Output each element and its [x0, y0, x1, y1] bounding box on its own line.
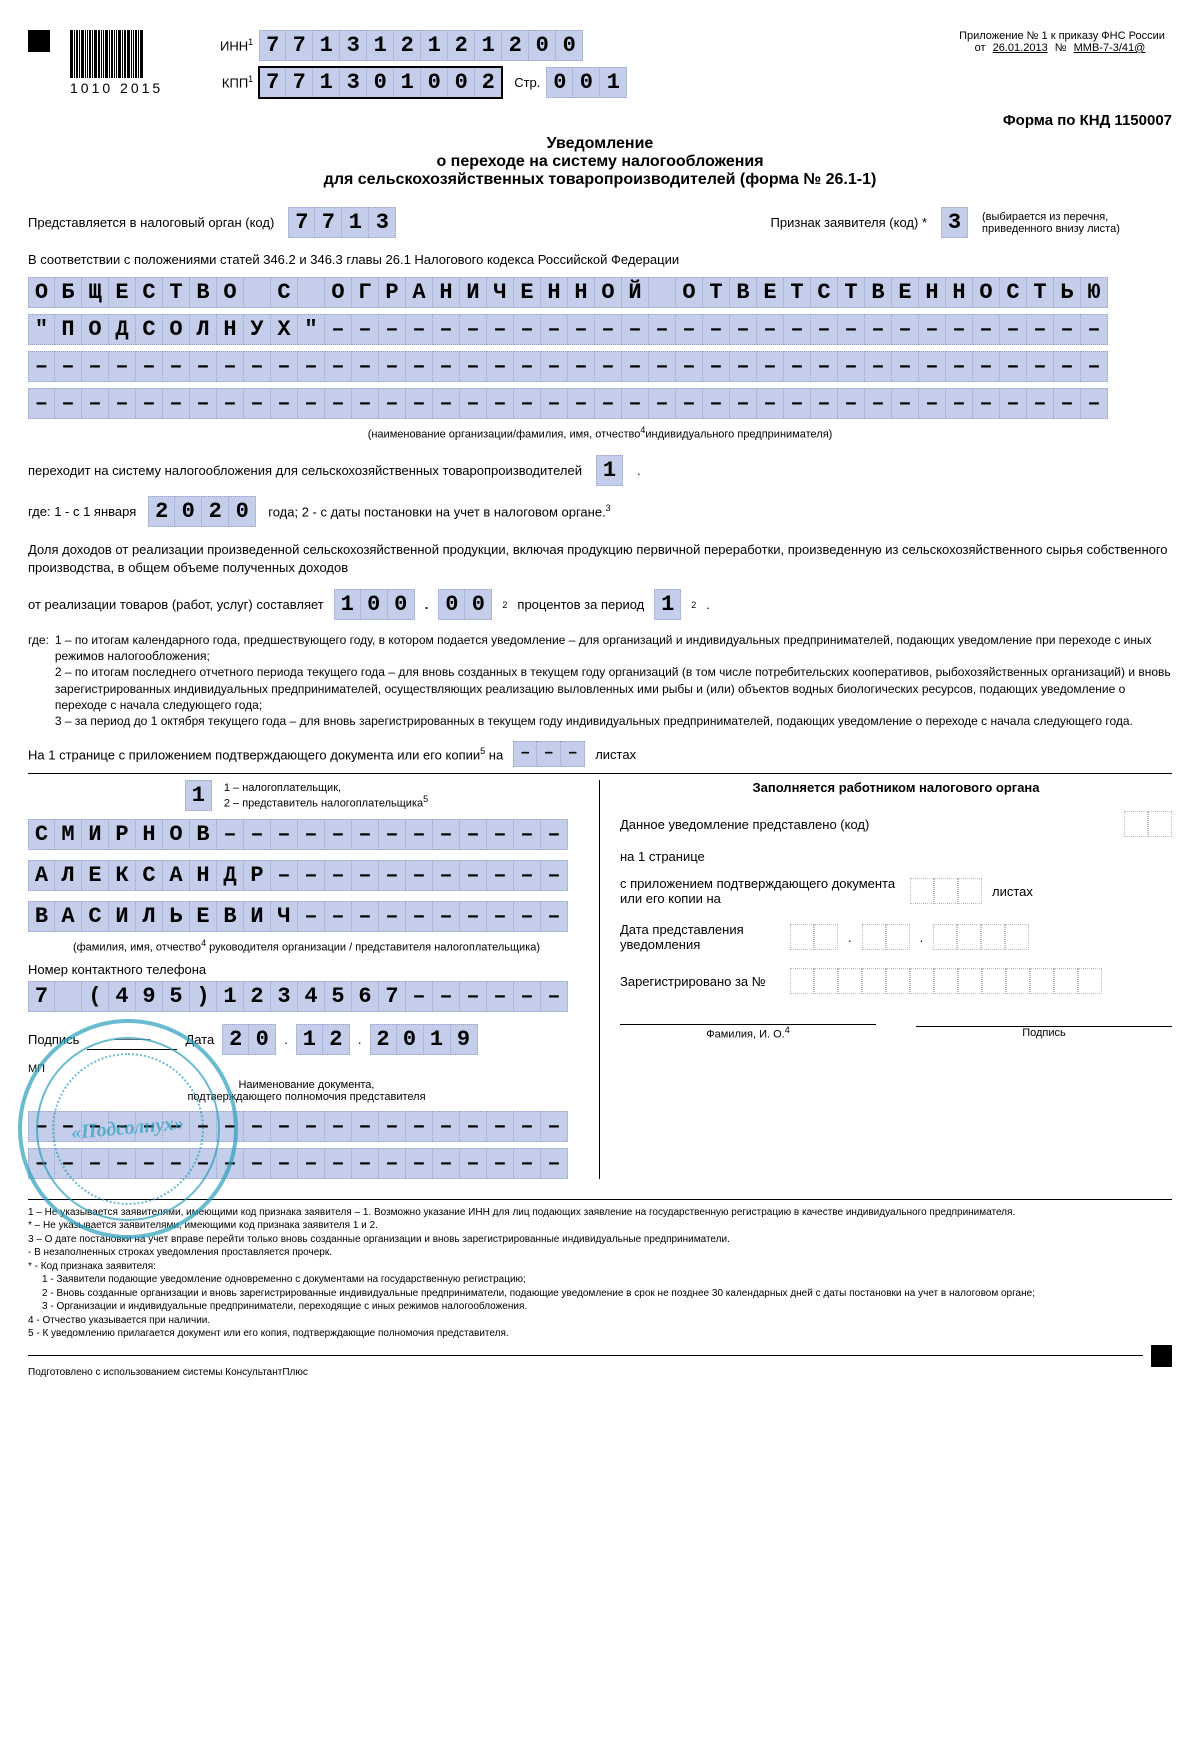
phone-cells: 7(495)1234567––––––	[28, 981, 585, 1012]
right-l3b: листах	[992, 884, 1033, 899]
right-l4: Дата представления уведомления	[620, 922, 780, 952]
footer: Подготовлено с использованием системы Ко…	[28, 1367, 1172, 1378]
stamp: «Подсолнух»	[18, 1019, 238, 1239]
corner-marker-br	[1151, 1345, 1172, 1367]
income-p2a: от реализации товаров (работ, услуг) сос…	[28, 597, 324, 612]
income-p2b: процентов за период	[517, 597, 644, 612]
orgname-row4: ––––––––––––––––––––––––––––––––––––––––	[28, 388, 1172, 419]
income-p1: Доля доходов от реализации произведенной…	[28, 541, 1172, 577]
transition-code: 1	[596, 455, 623, 486]
where-note-2: 2 – по итогам последнего отчетного перио…	[55, 664, 1172, 713]
right-l3: с приложением подтверждающего документа …	[620, 876, 900, 906]
to-org-label: Представляется в налоговый орган (код)	[28, 215, 274, 230]
name-row1: СМИРНОВ–––––––––––––	[28, 819, 585, 850]
title-l3: для сельскохозяйственных товаропроизводи…	[28, 171, 1172, 189]
law-ref: В соответствии с положениями статей 346.…	[28, 252, 1172, 267]
date-m: 12	[296, 1024, 350, 1055]
title-l1: Уведомление	[28, 135, 1172, 153]
sign-label: Признак заявителя (код) *	[771, 215, 927, 230]
kpp-cells: 771301002	[259, 67, 502, 98]
orgname-caption: (наименование организации/фамилия, имя, …	[28, 425, 1172, 441]
pct-dec: 00	[438, 589, 492, 620]
where-note-3: 3 – за период до 1 октября текущего года…	[55, 713, 1172, 729]
sign-note: (выбирается из перечня, приведенного вни…	[982, 211, 1172, 235]
orgname-row3: ––––––––––––––––––––––––––––––––––––––––	[28, 351, 1172, 382]
date-d: 20	[222, 1024, 276, 1055]
regno-cells	[790, 968, 1102, 994]
attach-pages: –––	[513, 741, 585, 767]
orgname-row1: ОБЩЕСТВОСОГРАНИЧЕННОЙОТВЕТСТВЕННОСТЬЮ	[28, 277, 1172, 308]
year-cells: 2020	[148, 496, 256, 527]
fn3a: - В незаполненных строках уведомления пр…	[28, 1246, 1172, 1260]
applicant-type: 1	[185, 780, 212, 811]
inn-cells: 771312121200	[259, 30, 583, 61]
transition-text: переходит на систему налогообложения для…	[28, 463, 582, 478]
page-label: Стр.	[514, 75, 540, 90]
kpp-label: КПП1	[213, 74, 253, 90]
barcode	[70, 30, 163, 78]
where-label: где: 1 - с 1 января	[28, 504, 136, 519]
right-l5: Зарегистрировано за №	[620, 974, 780, 989]
inn-label: ИНН1	[213, 37, 253, 53]
barcode-text: 1010 2015	[70, 80, 163, 96]
name-row3: ВАСИЛЬЕВИЧ––––––––––	[28, 901, 585, 932]
fn3b1: 1 - Заявители подающие уведомление однов…	[28, 1273, 1172, 1287]
pages-a: На 1 странице с приложением подтверждающ…	[28, 746, 503, 762]
corner-marker-tl	[28, 30, 50, 52]
pages-c: листах	[595, 747, 636, 762]
phone-label: Номер контактного телефона	[28, 962, 585, 977]
right-sign-label: Подпись	[916, 1027, 1172, 1039]
orgname-row2: "ПОДСОЛНУХ"–––––––––––––––––––––––––––––	[28, 314, 1172, 345]
where-note-1: 1 – по итогам календарного года, предшес…	[55, 632, 1172, 664]
org-code-cells: 7713	[288, 207, 396, 238]
applicant-type-note: 1 – налогоплательщик, 2 – представитель …	[224, 782, 428, 810]
right-title: Заполняется работником налогового органа	[620, 780, 1172, 795]
right-l1: Данное уведомление представлено (код)	[620, 817, 869, 832]
right-l2: на 1 странице	[620, 849, 1172, 864]
appendix-line1: Приложение № 1 к приказу ФНС России	[952, 30, 1172, 42]
date-y: 2019	[370, 1024, 478, 1055]
form-code: Форма по КНД 1150007	[28, 112, 1172, 129]
period-cell: 1	[654, 589, 681, 620]
fn2star: * – Не указывается заявителями, имеющими…	[28, 1219, 1172, 1233]
fn3b3: 3 - Организации и индивидуальные предпри…	[28, 1300, 1172, 1314]
fn3b2: 2 - Вновь созданные организации и вновь …	[28, 1287, 1172, 1301]
page-cells: 001	[546, 67, 627, 98]
sign-cell: 3	[941, 207, 968, 238]
fio-label: Фамилия, И. О.4	[620, 1025, 876, 1041]
pct-int: 100	[334, 589, 415, 620]
where-label2: года; 2 - с даты постановки на учет в на…	[268, 503, 610, 519]
fn3b: * - Код признака заявителя:	[28, 1260, 1172, 1274]
fn5: 5 - К уведомлению прилагается документ и…	[28, 1327, 1172, 1341]
name-caption: (фамилия, имя, отчество4 руководителя ор…	[28, 938, 585, 954]
name-row2: АЛЕКСАНДР–––––––––––	[28, 860, 585, 891]
appendix-line2: от 26.01.2013 № ММВ-7-3/41@	[952, 42, 1172, 54]
fn4: 4 - Отчество указывается при наличии.	[28, 1314, 1172, 1328]
fn3: 3 – О дате постановки на учет вправе пер…	[28, 1233, 1172, 1247]
title-l2: о переходе на систему налогообложения	[28, 153, 1172, 171]
